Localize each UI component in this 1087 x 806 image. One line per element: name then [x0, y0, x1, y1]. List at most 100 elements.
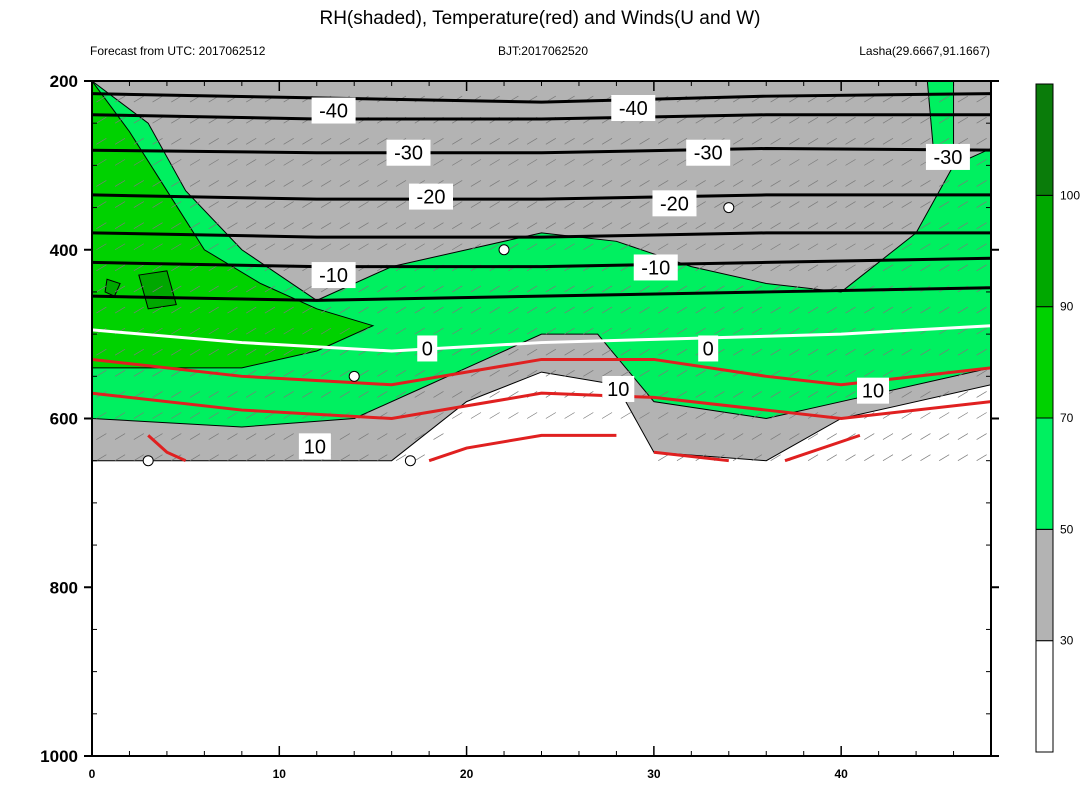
wind-barb [807, 264, 819, 272]
wind-barb [152, 348, 163, 356]
wind-barb [452, 180, 463, 187]
wind-barb [545, 306, 557, 314]
wind-barb [639, 285, 650, 293]
subtitle-bjt: BJT:2017062520 [498, 44, 588, 58]
wind-barb [433, 137, 444, 145]
wind-barb [395, 454, 407, 461]
wind-barb [564, 137, 575, 145]
wind-barb [414, 222, 425, 229]
wind-barb [302, 159, 313, 166]
wind-barb [583, 348, 594, 356]
wind-barb [976, 243, 987, 251]
wind-barb [171, 306, 182, 314]
wind-barb [208, 391, 219, 398]
contour-label: -10 [641, 257, 670, 279]
wind-barb [302, 327, 313, 335]
wind-barb [189, 412, 201, 419]
wind-barb [264, 243, 276, 251]
wind-barb [658, 412, 669, 419]
wind-barb [339, 159, 351, 166]
wind-barb [789, 116, 800, 124]
wind-barb [114, 454, 126, 461]
wind-barb [882, 348, 894, 356]
wind-barb [433, 412, 444, 419]
wind-barb [452, 391, 463, 398]
wind-barb [189, 159, 201, 166]
wind-barb [695, 306, 706, 314]
wind-barb [171, 180, 182, 187]
wind-barb [826, 95, 837, 103]
wind-barb [864, 201, 875, 208]
wind-barb [227, 201, 238, 208]
wind-barb [283, 348, 294, 356]
wind-barb [227, 222, 238, 229]
wind-barb [620, 222, 631, 229]
wind-barb [826, 180, 837, 187]
wind-barb [826, 306, 837, 314]
wind-barb [302, 137, 313, 145]
wind-barb [938, 243, 950, 251]
wind-barb [732, 285, 744, 293]
wind-barb [246, 348, 257, 356]
wind-barb [732, 180, 744, 187]
wind-barb [114, 285, 126, 293]
x-tick-label: 20 [460, 767, 474, 781]
wind-barb [133, 137, 145, 145]
wind-barb [283, 201, 294, 208]
wind-barb [938, 348, 950, 356]
wind-barb [152, 285, 163, 293]
subtitle-station: Lasha(29.6667,91.1667) [859, 44, 990, 58]
wind-barb [938, 116, 950, 124]
wind-barb [676, 159, 688, 166]
wind-barb [302, 222, 313, 229]
colorbar-label: 100 [1060, 188, 1080, 202]
wind-barb [377, 222, 388, 229]
temperature-contour-8 [92, 357, 991, 387]
wind-barb [957, 412, 969, 419]
wind-barb [114, 348, 126, 356]
wind-barb [620, 137, 631, 145]
wind-barb [920, 180, 931, 187]
wind-barb [583, 285, 594, 293]
wind-barb [770, 180, 781, 187]
wind-barb [732, 159, 744, 166]
wind-barb [601, 137, 613, 145]
wind-barb [189, 327, 201, 335]
wind-barb [789, 370, 800, 377]
temperature-contour-12 [653, 450, 729, 463]
wind-barb [545, 137, 557, 145]
wind-barb [508, 391, 519, 398]
wind-barb [770, 370, 781, 377]
wind-barb [695, 180, 706, 187]
wind-barb [770, 264, 781, 272]
wind-barb [246, 201, 257, 208]
wind-barb [470, 201, 482, 208]
wind-barb [208, 454, 219, 461]
wind-barb [564, 222, 575, 229]
wind-barb [339, 391, 351, 398]
wind-barb [470, 327, 482, 335]
wind-barb [526, 180, 538, 187]
x-tick-label: 0 [89, 767, 96, 781]
x-tick-label: 30 [647, 767, 661, 781]
wind-barb [920, 95, 931, 103]
wind-barb [957, 180, 969, 187]
wind-barb [414, 327, 425, 335]
wind-barb [302, 243, 313, 251]
wind-barb [208, 433, 219, 440]
wind-barb [583, 180, 594, 187]
wind-barb [601, 285, 613, 293]
wind-barb [452, 159, 463, 166]
wind-barb [152, 264, 163, 272]
wind-barb [246, 412, 257, 419]
wind-barb [882, 116, 894, 124]
wind-barb [96, 433, 107, 440]
wind-barb [826, 137, 837, 145]
wind-barb [920, 243, 931, 251]
wind-barb [545, 285, 557, 293]
wind-barb [189, 201, 201, 208]
wind-barb [545, 243, 557, 251]
wind-barb [901, 412, 912, 419]
wind-barb [302, 348, 313, 356]
wind-barb [395, 222, 407, 229]
